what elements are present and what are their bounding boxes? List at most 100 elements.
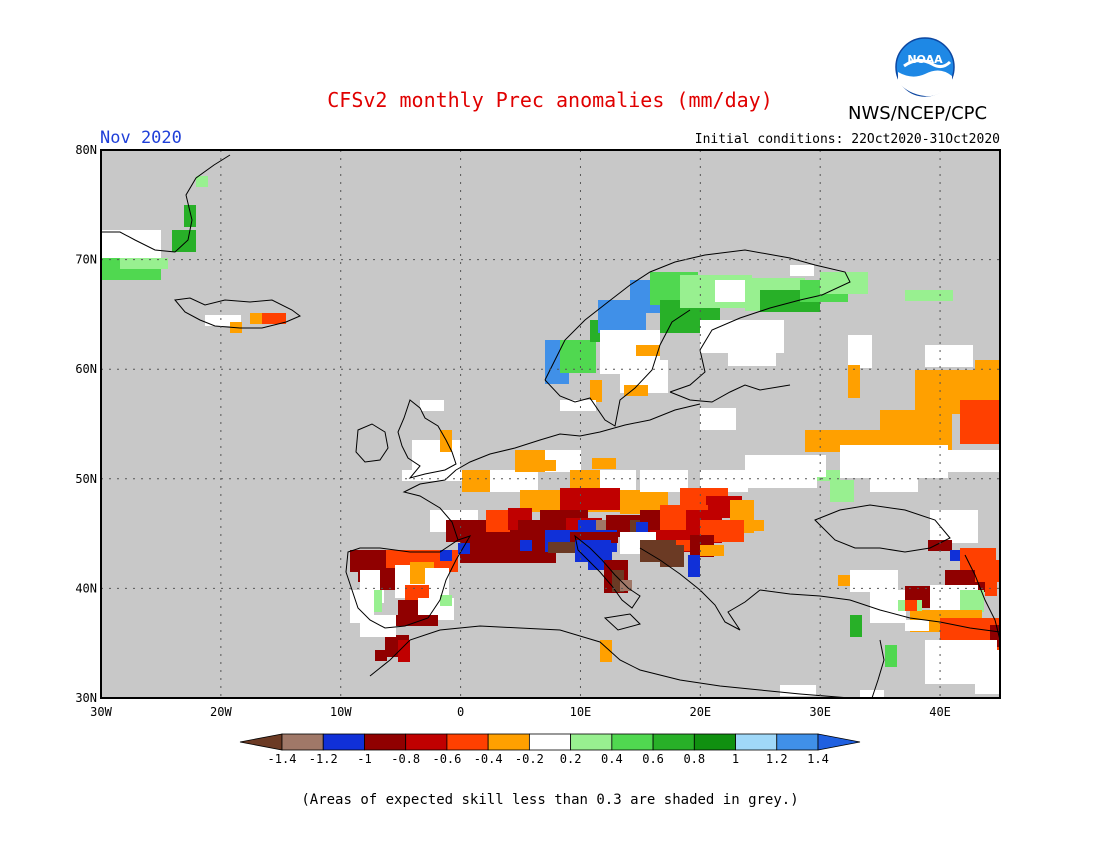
legend-label: -0.4 [474, 752, 503, 766]
lat-tick-label: 50N [75, 472, 97, 486]
legend-label: -0.2 [515, 752, 544, 766]
legend-label: 0.6 [642, 752, 664, 766]
anomaly-cell [925, 345, 973, 367]
noaa-logo-text: NOAA [907, 53, 943, 66]
anomaly-cell [184, 205, 196, 227]
anomaly-cell [390, 615, 438, 626]
anomaly-cell [600, 554, 612, 565]
anomaly-cell [620, 492, 668, 514]
anomaly-cell [838, 575, 850, 586]
legend-swatch [281, 733, 324, 751]
anomaly-cell [720, 520, 744, 542]
anomaly-cell [870, 470, 918, 492]
legend-label: 1.4 [807, 752, 829, 766]
anomaly-cell [660, 545, 684, 567]
lat-tick-label: 80N [75, 143, 97, 157]
anomaly-cell [360, 615, 396, 637]
anomaly-cell [905, 620, 929, 631]
legend-low-arrow [239, 733, 283, 751]
anomaly-cell [930, 450, 1000, 472]
anomaly-cell [960, 400, 1000, 444]
anomaly-cell [205, 315, 241, 326]
anomaly-cell [560, 400, 596, 411]
legend-swatch [528, 733, 572, 751]
legend-swatch [652, 733, 695, 751]
lon-tick-label: 10E [570, 705, 592, 719]
anomaly-cell [560, 340, 596, 373]
initial-conditions: Initial conditions: 22Oct2020-31Oct2020 [694, 132, 1000, 147]
anomaly-cell [688, 555, 700, 577]
legend-swatch [322, 733, 365, 751]
anomaly-cell [790, 455, 826, 477]
anomaly-cell [458, 543, 470, 554]
legend-label: -1.4 [268, 752, 297, 766]
lon-tick-label: 20E [689, 705, 711, 719]
anomaly-cell [592, 458, 616, 469]
anomaly-cell [975, 650, 999, 694]
legend-swatch [446, 733, 489, 751]
anomaly-cell [412, 440, 460, 473]
lon-tick-label: 30E [809, 705, 831, 719]
coastlines [101, 154, 1000, 698]
legend-label: 1 [732, 752, 739, 766]
anomaly-cell [570, 532, 618, 543]
anomaly-cell [520, 460, 556, 471]
forecast-map: 30W 20W 10W 0 10E 20E 30E 40E 30N 40N 50N 60N 70N 80N… [75, 143, 1001, 766]
skill-footnote: (Areas of expected skill less than 0.3 a… [301, 792, 799, 808]
anomaly-cells [101, 176, 1000, 698]
axis-ticks: 30W 20W 10W 0 10E 20E 30E 40E 30N 40N 50N 60N 70N 80N [75, 143, 951, 719]
legend-label: -0.6 [432, 752, 461, 766]
legend-label: 0.8 [683, 752, 705, 766]
anomaly-cell [960, 590, 984, 612]
legend-label: -1 [357, 752, 371, 766]
anomaly-cell [636, 345, 660, 356]
anomaly-cell [885, 645, 897, 667]
anomaly-cell [985, 574, 997, 596]
forecast-month: Nov 2020 [100, 128, 182, 148]
lon-tick-label: 0 [457, 705, 464, 719]
legend-swatch [364, 733, 407, 751]
anomaly-cell [398, 640, 410, 662]
legend-swatch [693, 733, 736, 751]
noaa-logo-icon: NOAA [895, 37, 955, 97]
anomaly-cell [624, 385, 648, 396]
anomaly-cell [262, 313, 286, 324]
lat-tick-label: 60N [75, 362, 97, 376]
anomaly-cell [700, 545, 724, 556]
anomaly-cell [905, 290, 953, 301]
anomaly-cell [740, 520, 764, 531]
sea-background [101, 150, 1000, 698]
anomaly-cell [728, 344, 776, 366]
anomaly-cell [462, 470, 498, 492]
anomaly-cell [196, 176, 208, 187]
anomaly-cell [490, 470, 538, 492]
anomaly-cell [700, 470, 748, 492]
legend-swatch [776, 733, 819, 751]
lon-tick-label: 40E [929, 705, 951, 719]
lat-tick-label: 70N [75, 253, 97, 267]
anomaly-cell [780, 685, 816, 696]
anomaly-cell [850, 615, 862, 637]
anomaly-cell [990, 625, 1000, 647]
anomaly-cell [860, 690, 884, 698]
anomaly-cell [600, 470, 636, 492]
anomaly-cell [520, 540, 532, 551]
anomaly-cell [940, 520, 964, 542]
legend-label: 1.2 [766, 752, 788, 766]
anomaly-cell [250, 313, 262, 324]
legend-swatch [405, 733, 448, 751]
anomaly-cell [975, 360, 999, 404]
anomaly-cell [928, 540, 952, 551]
anomaly-cell [820, 272, 868, 294]
anomaly-cell [850, 570, 898, 592]
anomaly-cell [600, 640, 612, 662]
legend-label: 0.4 [601, 752, 623, 766]
legend-swatch [487, 733, 530, 751]
anomaly-cell [670, 540, 706, 551]
lon-tick-label: 30W [90, 705, 112, 719]
anomaly-cell [830, 480, 854, 502]
lon-tick-label: 10W [330, 705, 352, 719]
anomaly-cell [790, 265, 814, 276]
lat-tick-label: 40N [75, 581, 97, 595]
anomaly-cell [560, 488, 620, 510]
